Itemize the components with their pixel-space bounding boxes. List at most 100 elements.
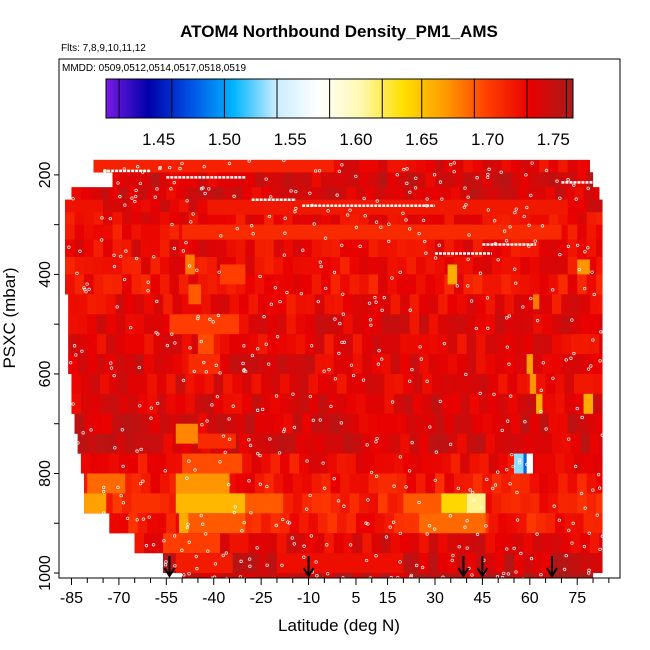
- field-cell: [257, 533, 268, 554]
- field-patch: [182, 224, 562, 240]
- field-cell: [321, 413, 331, 434]
- field-cell: [330, 257, 341, 275]
- field-cell: [207, 212, 217, 225]
- field-cell: [299, 453, 309, 474]
- field-cell: [599, 553, 603, 574]
- track-point: [587, 568, 591, 572]
- track-point: [415, 563, 419, 568]
- field-patch: [84, 493, 107, 514]
- profile-arrow: [476, 556, 489, 578]
- field-cell: [463, 473, 473, 494]
- field-cell: [74, 224, 85, 240]
- track-point: [514, 281, 518, 285]
- track-point: [574, 197, 578, 201]
- field-cell: [349, 212, 360, 225]
- field-cell: [261, 187, 271, 200]
- field-cell: [520, 212, 530, 225]
- track-point: [71, 197, 75, 201]
- field-cell: [166, 373, 176, 394]
- field-cell: [434, 257, 445, 275]
- field-cell: [447, 294, 458, 315]
- field-cell: [289, 453, 300, 474]
- field-cell: [283, 274, 293, 295]
- field-cell: [197, 172, 208, 188]
- field-cell: [551, 354, 562, 374]
- field-cell: [289, 187, 300, 200]
- track-point: [466, 195, 470, 199]
- field-cell: [397, 172, 407, 188]
- field-cell: [463, 239, 473, 257]
- field-cell: [586, 274, 597, 295]
- field-cell: [229, 334, 240, 355]
- track-point: [261, 407, 265, 412]
- field-cell: [96, 294, 107, 315]
- profile-arrow: [163, 556, 176, 578]
- track-point: [289, 189, 293, 193]
- field-cell: [498, 393, 508, 414]
- track-point: [282, 158, 286, 163]
- track-point: [242, 520, 246, 525]
- track-point: [193, 468, 197, 472]
- field-cell: [112, 274, 123, 295]
- field-cell: [551, 433, 562, 454]
- field-cell: [93, 274, 104, 295]
- field-patch: [403, 493, 442, 514]
- field-cell: [412, 513, 423, 534]
- field-cell: [267, 573, 277, 578]
- field-cell: [305, 314, 315, 335]
- field-cell: [96, 354, 107, 374]
- field-cell: [444, 159, 454, 173]
- track-point: [338, 321, 342, 326]
- field-cell: [270, 187, 281, 200]
- field-cell: [245, 274, 255, 295]
- track-point: [109, 361, 113, 365]
- field-cell: [548, 212, 559, 225]
- field-cell: [169, 199, 179, 213]
- track-point: [155, 187, 159, 191]
- field-cell: [555, 513, 565, 534]
- field-cell: [400, 294, 410, 315]
- field-cell: [226, 473, 236, 494]
- field-cell: [570, 314, 581, 335]
- track-point: [496, 258, 500, 262]
- field-cell: [520, 239, 530, 257]
- field-cell: [84, 239, 94, 257]
- field-cell: [235, 239, 246, 257]
- track-point: [333, 377, 338, 381]
- track-point: [513, 210, 517, 215]
- field-cell: [220, 354, 230, 374]
- track-point: [146, 288, 150, 293]
- track-point: [335, 193, 339, 197]
- field-cell: [74, 199, 85, 213]
- field-cell: [311, 212, 322, 225]
- field-patch: [169, 314, 240, 335]
- field-cell: [340, 257, 350, 275]
- field-cell: [539, 413, 549, 434]
- field-cell: [428, 334, 439, 355]
- track-point: [598, 359, 602, 363]
- field-cell: [128, 393, 138, 414]
- track-point: [199, 339, 203, 344]
- field-cell: [532, 314, 543, 335]
- field-cell: [318, 393, 328, 414]
- field-cell: [144, 294, 154, 315]
- field-cell: [438, 314, 448, 335]
- field-cell: [248, 294, 258, 315]
- field-cell: [596, 212, 603, 225]
- field-cell: [169, 473, 179, 494]
- field-cell: [523, 433, 533, 454]
- field-cell: [311, 413, 322, 434]
- field-cell: [115, 334, 126, 355]
- track-point: [238, 575, 243, 578]
- field-cell: [141, 413, 151, 434]
- field-cell: [352, 314, 363, 335]
- field-cell: [175, 393, 186, 414]
- track-point: [410, 440, 414, 445]
- track-point: [416, 577, 420, 578]
- field-cell: [359, 239, 369, 257]
- field-cell: [368, 212, 379, 225]
- track-point: [170, 222, 174, 227]
- field-patch: [526, 354, 533, 374]
- track-point: [120, 428, 124, 432]
- field-cell: [593, 513, 603, 534]
